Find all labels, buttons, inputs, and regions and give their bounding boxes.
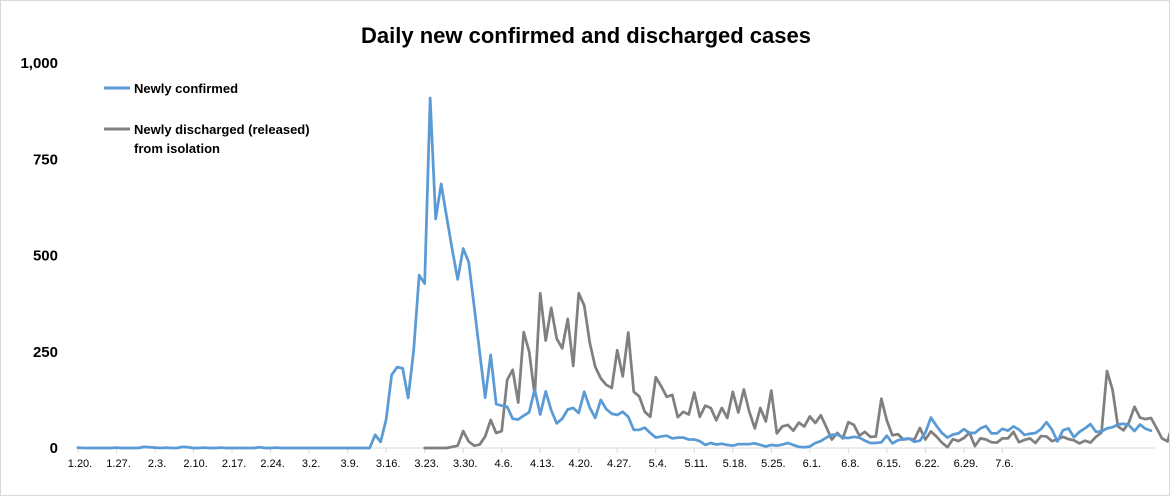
x-tick-label: 5.18. [723, 458, 747, 470]
x-tick-label: 7.6. [995, 458, 1013, 470]
x-tick-label: 6.1. [803, 458, 821, 470]
y-tick-label: 750 [33, 151, 58, 168]
legend: Newly confirmed Newly discharged (releas… [104, 81, 313, 156]
legend-label-newly-confirmed: Newly confirmed [134, 81, 238, 96]
x-tick-label: 5.4. [649, 458, 667, 470]
x-tick-label: 6.15. [877, 458, 901, 470]
x-tick-label: 1.27. [106, 458, 130, 470]
series-layer [76, 96, 1170, 450]
x-tick-label: 4.13. [530, 458, 554, 470]
x-tick-label: 6.29. [954, 458, 978, 470]
chart-title: Daily new confirmed and discharged cases [361, 23, 811, 48]
x-tick-label: 2.3. [148, 458, 166, 470]
x-axis: 1.20. 1.27. 2.3. 2.10. 2.17. 2.24. 3.2. 3.9. 3.1… [68, 447, 1155, 470]
y-tick-label: 0 [50, 440, 58, 457]
x-tick-label: 2.24. [260, 458, 284, 470]
series-line-newly-discharged [423, 291, 1170, 450]
y-tick-label: 1,000 [20, 55, 58, 72]
x-tick-label: 3.23. [414, 458, 438, 470]
x-tick-label: 3.2. [302, 458, 320, 470]
x-tick-label: 3.30. [453, 458, 477, 470]
x-tick-label: 3.16. [376, 458, 400, 470]
series-line-newly-confirmed [76, 96, 1153, 450]
x-tick-label: 5.11. [684, 458, 708, 470]
x-tick-label: 2.17. [222, 458, 246, 470]
x-tick-label: 1.20. [68, 458, 92, 470]
legend-label-newly-discharged: Newly discharged (released) from isolati… [134, 122, 313, 156]
x-tick-label: 4.20. [568, 458, 592, 470]
x-tick-label: 4.27. [607, 458, 631, 470]
x-tick-label: 2.10. [183, 458, 207, 470]
x-tick-label: 6.22. [915, 458, 939, 470]
x-tick-label: 6.8. [841, 458, 859, 470]
y-tick-label: 500 [33, 248, 58, 265]
y-axis: 0 250 500 750 1,000 [20, 55, 58, 457]
x-tick-label: 4.6. [495, 458, 513, 470]
x-tick-label: 3.9. [340, 458, 358, 470]
y-tick-label: 250 [33, 344, 58, 361]
x-tick-label: 5.25. [761, 458, 785, 470]
